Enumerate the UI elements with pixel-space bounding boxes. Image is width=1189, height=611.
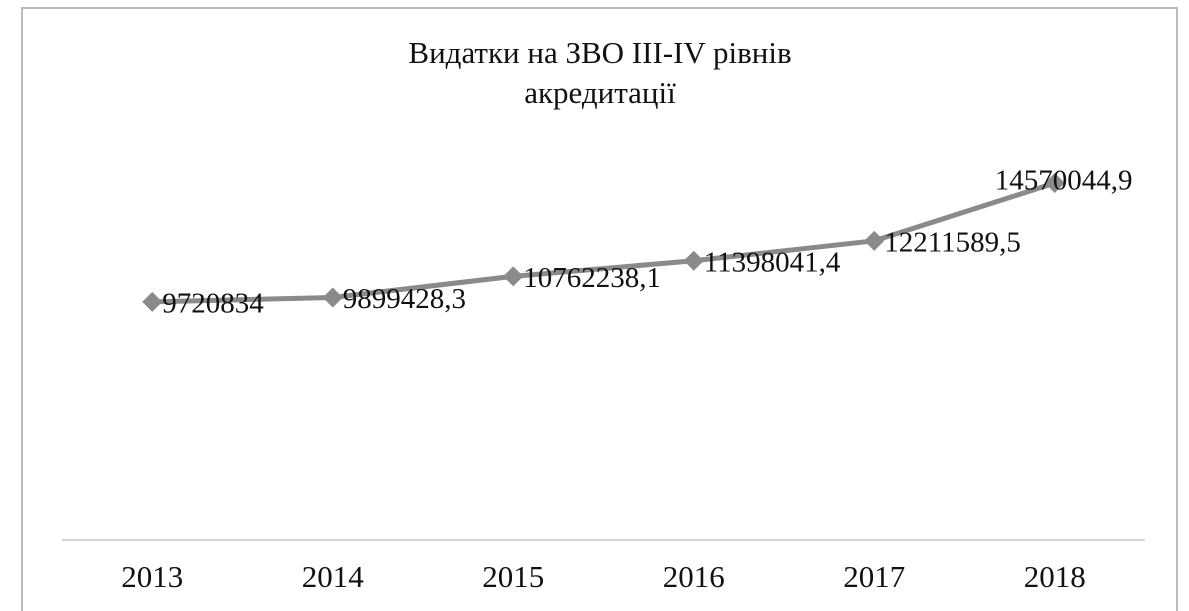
marker xyxy=(864,230,885,251)
data-label: 12211589,5 xyxy=(884,226,1021,258)
x-tick-label: 2014 xyxy=(302,559,365,594)
data-label: 9899428,3 xyxy=(343,283,466,315)
marker xyxy=(322,287,343,308)
marker xyxy=(142,291,163,312)
chart-title: акредитації xyxy=(524,75,676,110)
x-tick-label: 2016 xyxy=(663,559,725,594)
marker xyxy=(683,250,704,271)
chart-title: Видатки на ЗВО ІІІ-ІV рівнів xyxy=(408,35,791,70)
x-tick-label: 2017 xyxy=(843,559,905,594)
x-tick-label: 2015 xyxy=(482,559,544,594)
line xyxy=(152,180,1056,305)
marker xyxy=(1044,173,1065,194)
x-tick-label: 2018 xyxy=(1024,559,1086,594)
data-label: 10762238,1 xyxy=(523,262,661,294)
chart-frame xyxy=(21,7,1178,611)
marker xyxy=(503,266,524,287)
data-label: 9720834 xyxy=(162,287,264,319)
data-label: 11398041,4 xyxy=(704,246,841,278)
data-label: 14570044,9 xyxy=(995,165,1133,197)
x-tick-label: 2013 xyxy=(121,559,183,594)
